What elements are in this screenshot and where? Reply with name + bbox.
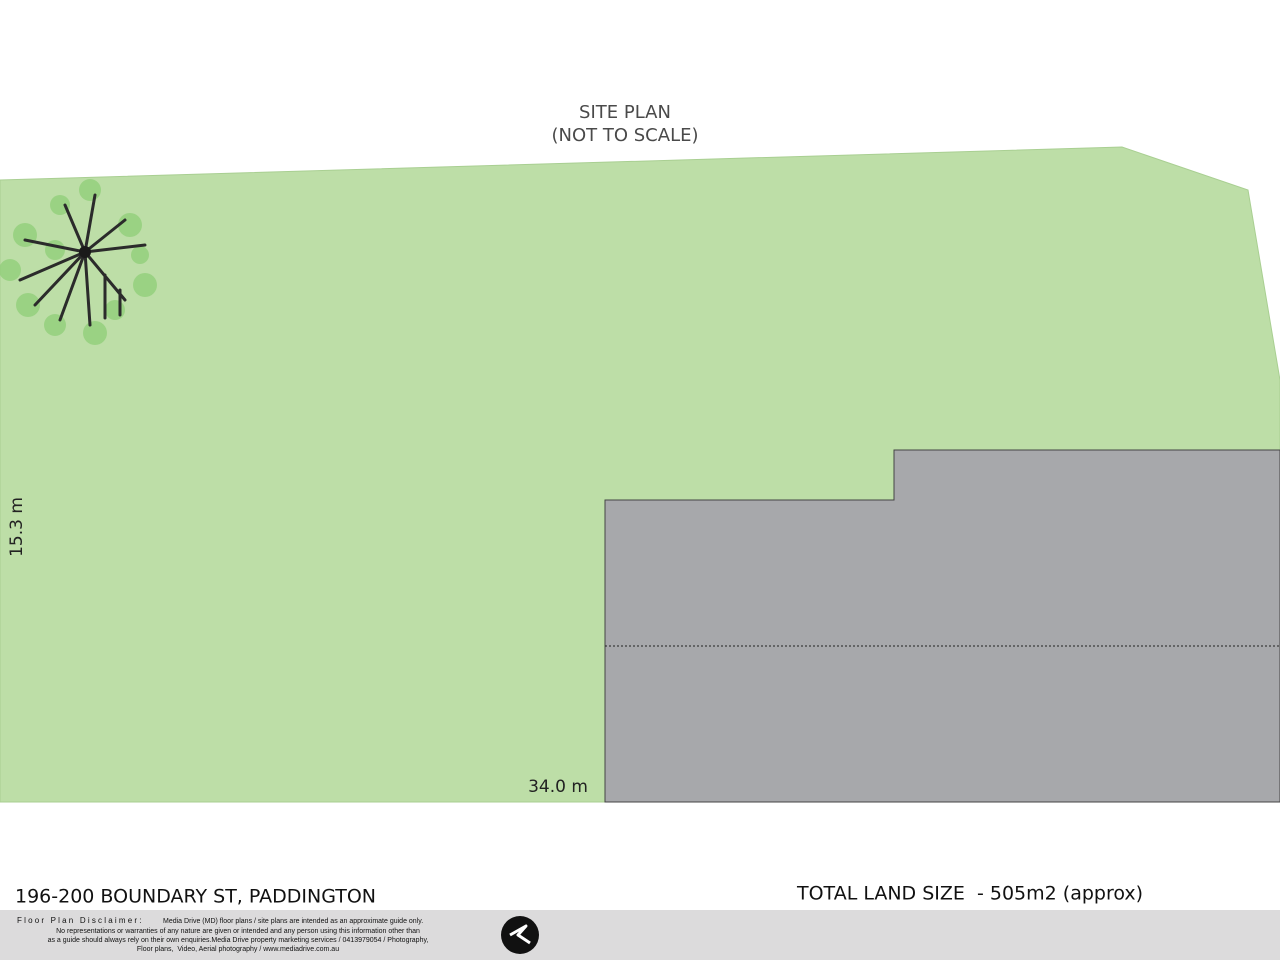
footer-band [0,910,1280,960]
tree [0,179,157,345]
logo [501,916,539,954]
plan-subtitle: (NOT TO SCALE) [552,125,699,146]
depth-dimension: 15.3 m [7,497,27,557]
disclaimer-heading: Floor Plan Disclaimer: [17,916,144,925]
building [604,449,1280,803]
width-dimension: 34.0 m [528,777,588,797]
disclaimer-line: Floor plans, Video, Aerial photography /… [137,946,339,953]
disclaimer-line: Media Drive (MD) floor plans / site plan… [163,918,423,925]
disclaimer-line: No representations or warranties of any … [56,928,420,935]
plan-title: SITE PLAN [579,102,671,123]
address: 196-200 BOUNDARY ST, PADDINGTON [15,886,376,908]
disclaimer-line: as a guide should always rely on their o… [48,937,429,944]
land-size: TOTAL LAND SIZE - 505m2 (approx) [796,883,1143,905]
